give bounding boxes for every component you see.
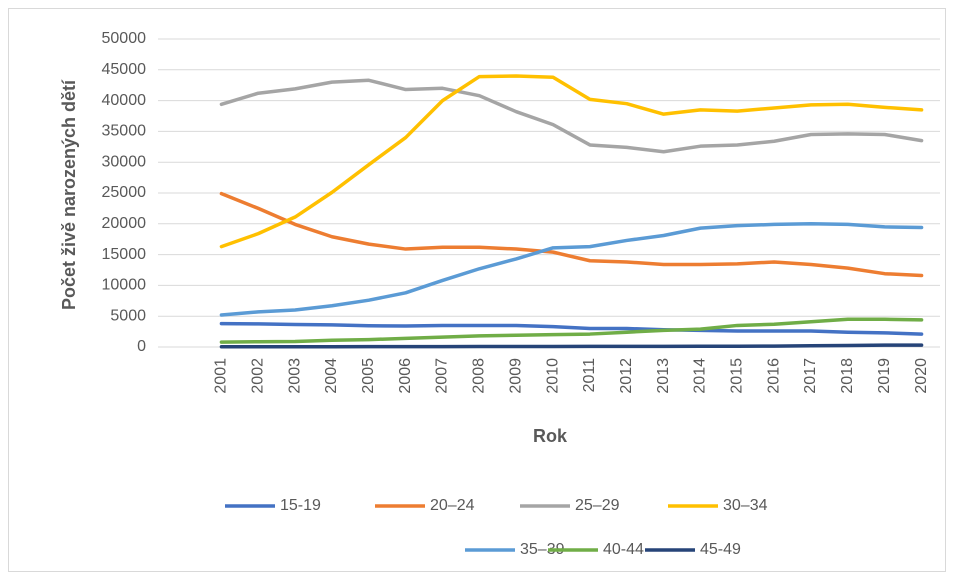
y-tick-label: 30000 [102, 153, 147, 170]
x-tick-label: 2001 [213, 358, 230, 394]
y-tick-label: 35000 [102, 123, 147, 140]
series-line [219, 191, 924, 278]
y-tick-label: 45000 [102, 61, 147, 78]
series-line [219, 78, 924, 154]
y-tick-label: 40000 [102, 92, 147, 109]
x-tick-label: 2018 [839, 358, 856, 394]
x-tick-label: 2012 [618, 358, 635, 394]
series-line [219, 317, 924, 344]
y-tick-label: 15000 [102, 246, 147, 263]
legend-label: 15-19 [280, 497, 321, 514]
legend-label: 45-49 [700, 541, 741, 558]
series-line [219, 343, 924, 349]
x-tick-label: 2009 [507, 358, 524, 394]
legend-label: 30–34 [723, 497, 768, 514]
legend-label: 20–24 [430, 497, 475, 514]
x-tick-label: 2011 [581, 358, 598, 393]
x-tick-label: 2014 [692, 358, 709, 394]
legend-label: 35–39 [520, 541, 565, 558]
chart-border [8, 8, 946, 572]
x-tick-label: 2003 [286, 358, 303, 394]
x-tick-label: 2013 [655, 358, 672, 394]
series-line [219, 222, 924, 317]
x-tick-label: 2017 [802, 358, 819, 394]
y-tick-label: 0 [137, 338, 146, 355]
x-tick-label: 2007 [434, 358, 451, 394]
y-tick-label: 5000 [110, 307, 146, 324]
series-line [219, 321, 924, 336]
y-tick-label: 25000 [102, 184, 147, 201]
y-tick-label: 50000 [102, 30, 147, 47]
series-line [219, 74, 924, 249]
y-tick-label: 10000 [102, 277, 147, 294]
x-tick-label: 2002 [249, 358, 266, 394]
y-tick-label: 20000 [102, 215, 147, 232]
x-tick-label: 2004 [323, 358, 340, 394]
x-tick-label: 2020 [913, 358, 930, 394]
x-axis-title: Rok [533, 426, 568, 446]
x-tick-label: 2008 [471, 358, 488, 394]
x-tick-label: 2005 [360, 358, 377, 394]
x-tick-label: 2016 [765, 358, 782, 394]
legend-label: 40-44 [603, 541, 644, 558]
x-tick-label: 2015 [729, 358, 746, 394]
x-tick-label: 2010 [544, 358, 561, 394]
x-tick-label: 2006 [397, 358, 414, 394]
legend-label: 25–29 [575, 497, 620, 514]
y-axis-title: Počet živě narozených dětí [59, 79, 79, 310]
x-tick-label: 2019 [876, 358, 893, 394]
